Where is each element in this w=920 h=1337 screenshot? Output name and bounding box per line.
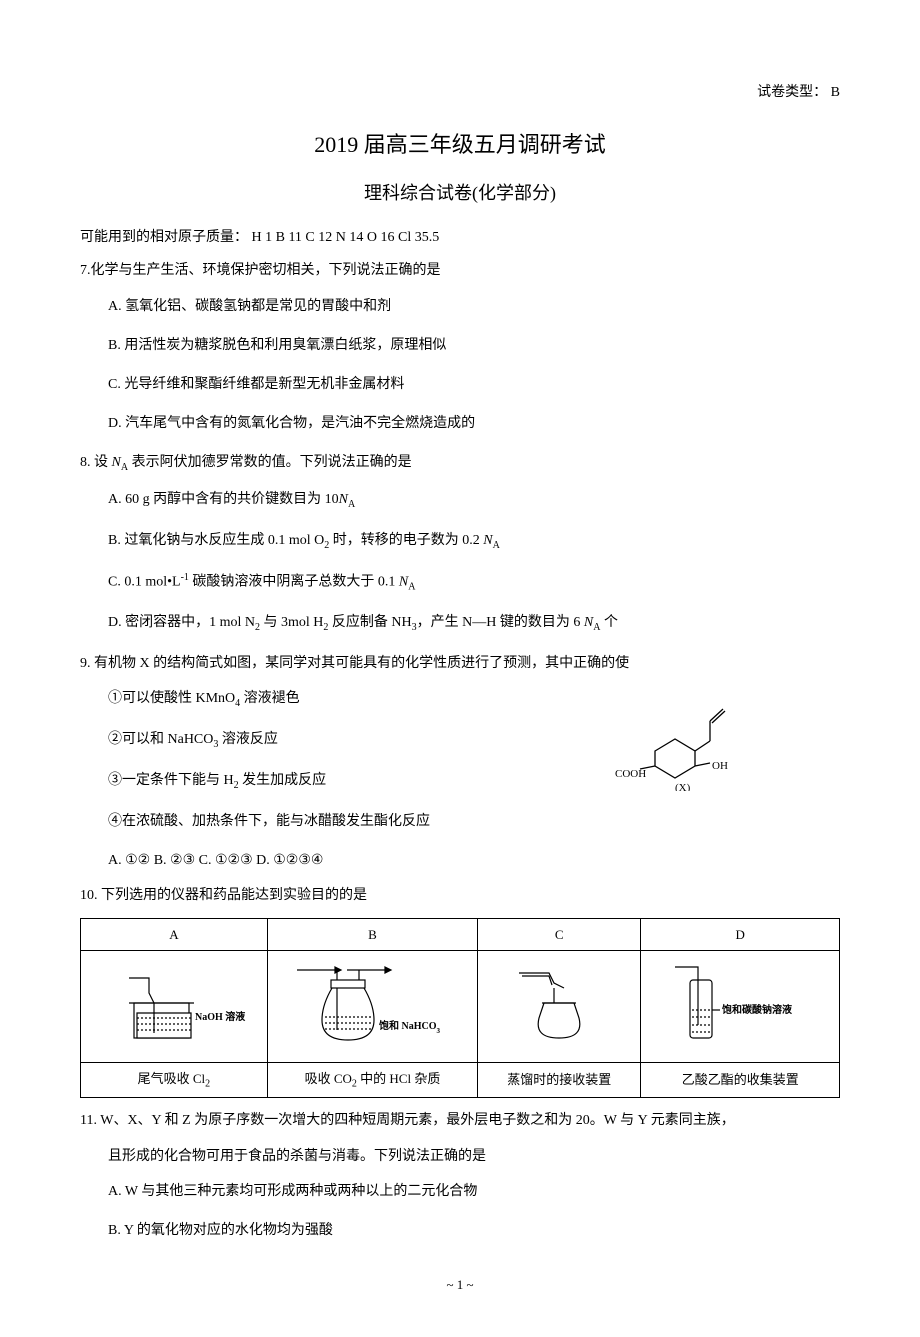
page-footer: ~ 1 ~ [80,1273,840,1296]
q7-stem: 7.化学与生产生活、环境保护密切相关，下列说法正确的是 [80,258,840,283]
svg-text:饱和碳酸钠溶液: 饱和碳酸钠溶液 [722,1003,792,1016]
question-8: 8. 设 NA 表示阿伏加德罗常数的值。下列说法正确的是 A. 60 g 丙醇中… [80,450,840,637]
q10-apparatus-d: 饱和碳酸钠溶液 [641,951,840,1062]
svg-text:饱和 NaHCO3: 饱和 NaHCO3 [379,1019,441,1035]
q11-option-a: A. W 与其他三种元素均可形成两种或两种以上的二元化合物 [108,1179,840,1204]
q7-option-d: D. 汽车尾气中含有的氮氧化合物，是汽油不完全燃烧造成的 [108,411,840,436]
q7-option-a: A. 氢氧化铝、碳酸氢钠都是常见的胃酸中和剂 [108,294,840,319]
q10-caption-c: 蒸馏时的接收装置 [478,1062,641,1098]
svg-text:OH: OH [712,760,728,772]
svg-text:COOH: COOH [615,768,646,780]
q9-structure-diagram: COOH OH (X) [615,681,745,791]
q8-option-a: A. 60 g 丙醇中含有的共价键数目为 10NA [108,487,840,514]
q11-stem: 11. W、X、Y 和 Z 为原子序数一次增大的四种短周期元素，最外层电子数之和… [80,1108,840,1133]
q10-caption-a: 尾气吸收 Cl2 [81,1062,268,1098]
question-11: 11. W、X、Y 和 Z 为原子序数一次增大的四种短周期元素，最外层电子数之和… [80,1108,840,1243]
q10-header-row: A B C D [81,919,840,951]
q10-image-row: NaOH 溶液 [81,951,840,1062]
page-subtitle: 理科综合试卷(化学部分) [80,177,840,209]
q9-choices: A. ①② B. ②③ C. ①②③ D. ①②③④ [108,848,840,873]
q7-option-c: C. 光导纤维和聚酯纤维都是新型无机非金属材料 [108,372,840,397]
q11-option-b: B. Y 的氧化物对应的水化物均为强酸 [108,1218,840,1243]
q9-stem: 9. 有机物 X 的结构简式如图，某同学对其可能具有的化学性质进行了预测，其中正… [80,651,840,676]
svg-text:(X): (X) [675,782,691,791]
q10-header-d: D [641,919,840,951]
q9-prop-4: ④在浓硫酸、加热条件下，能与冰醋酸发生酯化反应 [108,809,840,834]
question-9: 9. 有机物 X 的结构简式如图，某同学对其可能具有的化学性质进行了预测，其中正… [80,651,840,873]
question-7: 7.化学与生产生活、环境保护密切相关，下列说法正确的是 A. 氢氧化铝、碳酸氢钠… [80,258,840,436]
q8-option-b: B. 过氧化钠与水反应生成 0.1 mol O2 时，转移的电子数为 0.2 N… [108,528,840,555]
q10-apparatus-b: 饱和 NaHCO3 [267,951,477,1062]
q10-caption-b: 吸收 CO2 中的 HCl 杂质 [267,1062,477,1098]
paper-type-label: 试卷类型： [757,85,827,100]
q10-caption-row: 尾气吸收 Cl2 吸收 CO2 中的 HCl 杂质 蒸馏时的接收装置 乙酸乙酯的… [81,1062,840,1098]
q10-header-c: C [478,919,641,951]
q10-caption-d: 乙酸乙酯的收集装置 [641,1062,840,1098]
svg-text:NaOH 溶液: NaOH 溶液 [195,1010,245,1023]
q8-option-c: C. 0.1 mol•L-1 碳酸钠溶液中阴离子总数大于 0.1 NA [108,569,840,596]
paper-type-value: B [831,85,840,100]
q11-stem2: 且形成的化合物可用于食品的杀菌与消毒。下列说法正确的是 [108,1144,840,1169]
q10-header-a: A [81,919,268,951]
q8-option-d: D. 密闭容器中，1 mol N2 与 3mol H2 反应制备 NH3，产生 … [108,610,840,637]
q8-stem: 8. 设 NA 表示阿伏加德罗常数的值。下列说法正确的是 [80,450,840,477]
page-title: 2019 届高三年级五月调研考试 [80,125,840,165]
q10-stem: 10. 下列选用的仪器和药品能达到实验目的的是 [80,883,840,908]
atomic-masses: 可能用到的相对原子质量： H 1 B 11 C 12 N 14 O 16 Cl … [80,225,840,250]
question-10: 10. 下列选用的仪器和药品能达到实验目的的是 A B C D [80,883,840,1099]
q7-option-b: B. 用活性炭为糖浆脱色和利用臭氧漂白纸浆，原理相似 [108,333,840,358]
paper-type-header: 试卷类型： B [80,80,840,105]
q10-apparatus-c [478,951,641,1062]
q10-table: A B C D NaOH 溶液 [80,918,840,1098]
q10-header-b: B [267,919,477,951]
q10-apparatus-a: NaOH 溶液 [81,951,268,1062]
